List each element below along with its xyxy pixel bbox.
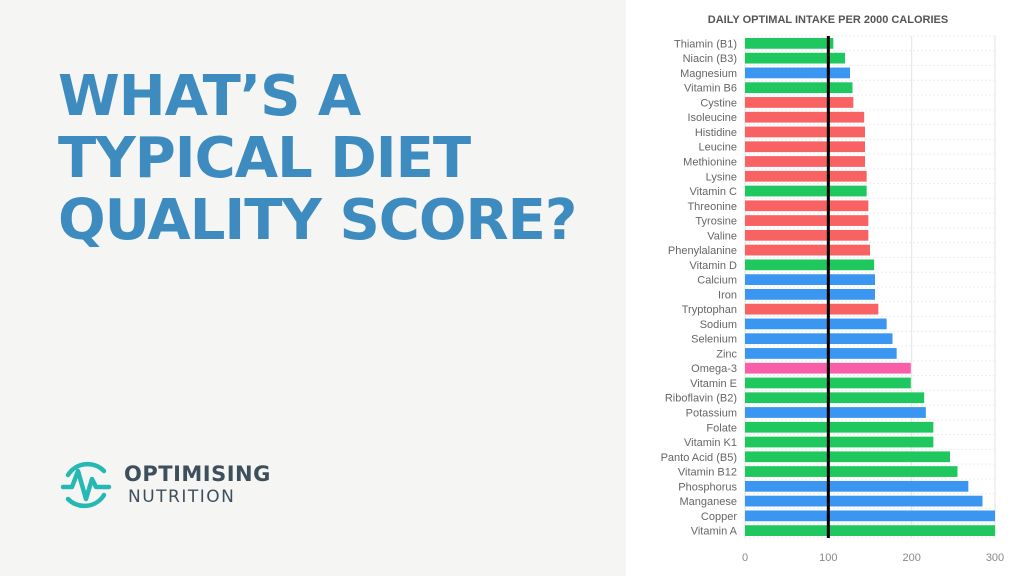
- bar: [745, 333, 893, 345]
- category-label: Phenylalanine: [668, 245, 737, 257]
- bar: [745, 348, 897, 359]
- category-label: Valine: [707, 230, 737, 242]
- category-label: Sodium: [700, 319, 737, 331]
- category-label: Thiamin (B1): [674, 38, 737, 50]
- category-label: Vitamin B12: [678, 467, 737, 479]
- bar: [745, 318, 887, 330]
- category-label: Methionine: [683, 157, 737, 169]
- category-label: Tryptophan: [682, 304, 737, 316]
- bar: [745, 229, 869, 241]
- bar: [745, 67, 850, 79]
- category-label: Threonine: [687, 201, 737, 213]
- bar: [745, 52, 845, 64]
- category-label: Zinc: [716, 348, 737, 360]
- bar: [745, 244, 870, 256]
- bar: [745, 170, 867, 182]
- brand-name: OPTIMISING: [124, 462, 271, 486]
- bar: [745, 480, 969, 492]
- category-label: Isoleucine: [687, 112, 737, 124]
- heartbeat-circle-icon: [60, 461, 112, 509]
- bar: [745, 185, 867, 197]
- headline-line: WHAT’S A: [58, 64, 361, 129]
- category-label: Folate: [706, 422, 737, 434]
- category-label: Iron: [718, 289, 737, 301]
- category-label: Tyrosine: [695, 216, 737, 228]
- category-label: Lysine: [706, 171, 737, 183]
- x-tick-label: 100: [819, 552, 837, 564]
- bar: [745, 451, 950, 463]
- bar: [745, 126, 865, 138]
- bar: [745, 200, 869, 212]
- x-tick-label: 300: [986, 552, 1004, 564]
- bar: [745, 510, 995, 522]
- left-panel: WHAT’S A TYPICAL DIET QUALITY SCORE? OPT…: [0, 0, 626, 576]
- bar: [745, 466, 958, 477]
- bar: [745, 38, 834, 49]
- bar: [745, 274, 875, 285]
- category-label: Leucine: [698, 142, 737, 154]
- category-label: Vitamin A: [691, 526, 738, 538]
- category-label: Vitamin B6: [684, 83, 737, 95]
- bar: [745, 156, 865, 167]
- category-label: Vitamin C: [690, 186, 738, 198]
- bar: [745, 525, 995, 536]
- chart-title: DAILY OPTIMAL INTAKE PER 2000 CALORIES: [708, 14, 948, 26]
- category-label: Copper: [701, 511, 737, 523]
- bar: [745, 141, 865, 153]
- bar: [745, 259, 875, 271]
- category-label: Selenium: [691, 334, 737, 346]
- category-label: Histidine: [695, 127, 737, 139]
- bar: [745, 421, 934, 433]
- bar: [745, 82, 853, 94]
- bar: [745, 289, 875, 300]
- x-tick-label: 200: [902, 552, 920, 564]
- headline: WHAT’S A TYPICAL DIET QUALITY SCORE?: [58, 64, 577, 253]
- bar: [745, 111, 865, 123]
- category-label: Phosphorus: [678, 481, 737, 493]
- category-label: Cystine: [700, 97, 737, 109]
- x-tick-label: 0: [742, 552, 748, 564]
- category-label: Panto Acid (B5): [661, 452, 737, 464]
- bar: [745, 407, 926, 418]
- bar: [745, 436, 934, 448]
- bar: [745, 303, 879, 315]
- category-label: Vitamin K1: [684, 437, 737, 449]
- category-label: Magnesium: [680, 68, 737, 80]
- bar: [745, 97, 854, 108]
- category-label: Riboflavin (B2): [665, 393, 737, 405]
- category-label: Calcium: [697, 275, 737, 287]
- headline-line: QUALITY SCORE?: [58, 188, 577, 253]
- category-label: Manganese: [680, 496, 738, 508]
- category-label: Vitamin D: [690, 260, 738, 272]
- bar: [745, 215, 869, 226]
- category-label: Niacin (B3): [683, 53, 737, 65]
- intake-bar-chart: DAILY OPTIMAL INTAKE PER 2000 CALORIES T…: [661, 14, 1005, 564]
- headline-line: TYPICAL DIET: [58, 126, 471, 191]
- category-label: Vitamin E: [690, 378, 737, 390]
- category-label: Omega-3: [691, 363, 737, 375]
- bar: [745, 495, 983, 507]
- brand-logo: OPTIMISING NUTRITION: [58, 457, 271, 513]
- bar: [745, 392, 925, 404]
- brand-subname: NUTRITION: [128, 487, 236, 507]
- category-label: Potassium: [686, 408, 737, 420]
